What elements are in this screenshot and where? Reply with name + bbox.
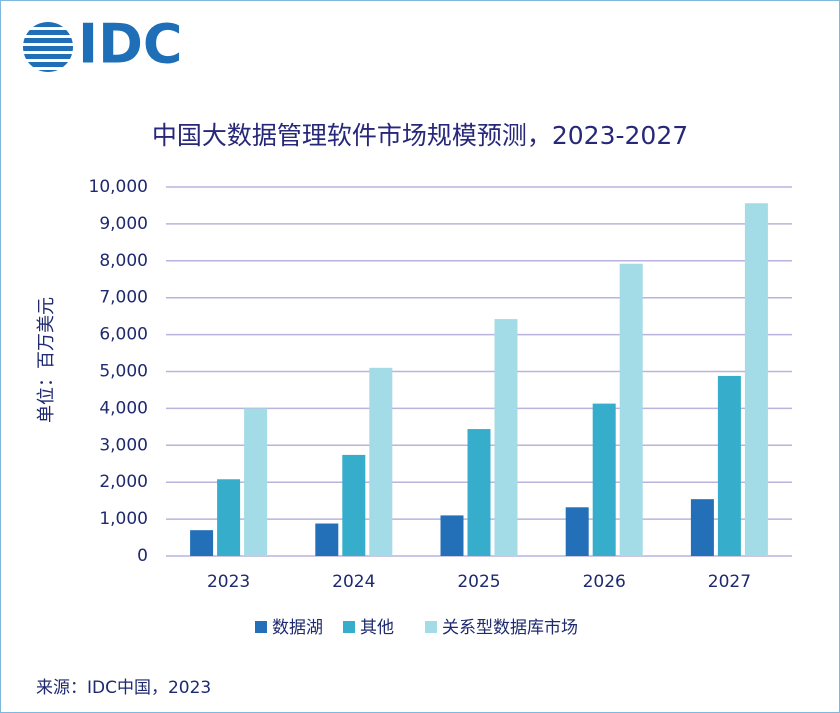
legend-label: 数据湖	[272, 618, 323, 638]
y-tick-label: 3,000	[99, 435, 148, 455]
bar	[369, 367, 393, 556]
source: 来源：IDC中国，2023	[36, 678, 211, 698]
bar	[190, 530, 214, 556]
y-tick-label: 7,000	[99, 288, 148, 308]
y-tick-label: 6,000	[99, 325, 148, 345]
bar	[342, 454, 366, 556]
bar	[744, 203, 768, 556]
bar	[592, 403, 616, 556]
x-tick-label: 2027	[708, 572, 751, 592]
legend-swatch	[255, 621, 267, 633]
logo-mark	[23, 22, 73, 72]
y-tick-label: 8,000	[99, 251, 148, 271]
y-tick-label: 2,000	[99, 472, 148, 492]
bar	[440, 515, 464, 556]
legend-swatch	[425, 621, 437, 633]
y-tick-label: 5,000	[99, 362, 148, 382]
bar	[619, 263, 643, 556]
x-tick-label: 2023	[207, 572, 250, 592]
x-tick-label: 2025	[457, 572, 500, 592]
bar	[690, 499, 714, 556]
bar	[217, 479, 241, 556]
y-tick-label: 0	[137, 546, 148, 566]
y-axis-label: 单位：百万美元	[36, 297, 57, 423]
logo-text: IDC	[78, 13, 183, 76]
x-tick-label: 2024	[332, 572, 375, 592]
bar	[494, 319, 518, 556]
y-tick-label: 10,000	[89, 177, 148, 197]
chart-title: 中国大数据管理软件市场规模预测，2023-2027	[152, 121, 688, 150]
bar	[244, 408, 268, 556]
bar	[717, 375, 741, 556]
legend-label: 关系型数据库市场	[442, 618, 578, 638]
legend-label: 其他	[360, 618, 394, 638]
x-tick-label: 2026	[583, 572, 626, 592]
bar	[467, 429, 491, 556]
y-tick-label: 4,000	[99, 398, 148, 418]
legend-swatch	[343, 621, 355, 633]
bar	[565, 507, 589, 556]
y-tick-label: 9,000	[99, 214, 148, 234]
bar	[315, 523, 339, 556]
y-tick-label: 1,000	[99, 509, 148, 529]
